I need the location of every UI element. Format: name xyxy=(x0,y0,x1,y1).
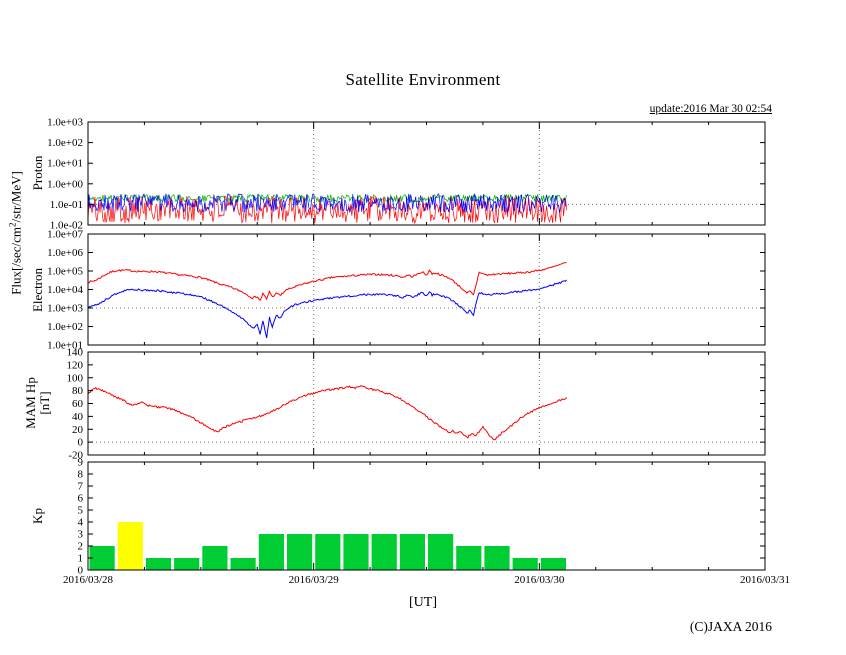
kp-bar xyxy=(484,546,510,570)
y-tick-label: 1.0e+01 xyxy=(47,158,83,170)
kp-bar xyxy=(89,546,115,570)
page-title: Satellite Environment xyxy=(345,70,501,89)
kp-bar xyxy=(315,534,341,570)
y-tick-label: 140 xyxy=(67,347,84,359)
kp-bar xyxy=(371,534,397,570)
y-tick-label: 0 xyxy=(78,565,84,577)
y-tick-label: 6 xyxy=(78,493,84,505)
copyright: (C)JAXA 2016 xyxy=(689,619,772,634)
kp-bar xyxy=(202,546,228,570)
kp-bar xyxy=(512,558,538,570)
y-tick-label: 1.0e+01 xyxy=(47,340,83,352)
xaxis-unit-label: [UT] xyxy=(409,595,437,610)
x-tick-label: 2016/03/28 xyxy=(62,574,114,586)
y-tick-label: 7 xyxy=(78,481,84,493)
y-tick-label: -20 xyxy=(68,450,83,462)
y-tick-label: 1.0e+07 xyxy=(47,229,83,241)
y-tick-label: 1.0e+02 xyxy=(47,321,83,333)
panel-proton: 1.0e+03 1.0e+02 1.0e+01 1.0e+00 1.0e-01 1.0e-… xyxy=(47,117,766,232)
y-tick-label: 1.0e+03 xyxy=(47,303,83,315)
panel-electron: 1.0e+07 1.0e+06 1.0e+05 1.0e+04 1.0e+03 1.0e+… xyxy=(47,229,766,352)
y-tick-label: 60 xyxy=(72,398,84,410)
y-tick-label: 8 xyxy=(78,469,84,481)
series-electron-blue xyxy=(87,279,567,339)
kp-bar xyxy=(174,558,200,570)
kp-bar xyxy=(456,546,482,570)
kp-bar xyxy=(258,534,284,570)
panel-border-proton xyxy=(87,121,766,226)
y-tick-label: 20 xyxy=(72,424,84,436)
y-tick-label: 1.0e+04 xyxy=(47,284,83,296)
kp-bar xyxy=(540,558,566,570)
kp-bar xyxy=(117,522,143,570)
y-tick-label: 5 xyxy=(78,505,84,517)
y-tick-label: 9 xyxy=(78,457,84,469)
y-tick-label: 1.0e+03 xyxy=(47,117,83,129)
y-tick-label: 40 xyxy=(72,411,84,423)
kp-bar xyxy=(399,534,425,570)
y-tick-label: 1.0e+02 xyxy=(47,137,83,149)
series-proton-blue xyxy=(87,192,567,214)
x-tick-label: 2016/03/29 xyxy=(288,574,339,586)
kp-bar xyxy=(428,534,454,570)
panel-border-kp xyxy=(87,461,766,571)
panel-border-mam-hp xyxy=(87,351,766,456)
kp-bar xyxy=(230,558,256,570)
kp-bar xyxy=(287,534,313,570)
y-tick-label: 4 xyxy=(78,517,84,529)
update-timestamp: update:2016 Mar 30 02:54 xyxy=(649,103,772,115)
kp-bar xyxy=(145,558,172,570)
y-tick-label: 120 xyxy=(67,359,84,371)
series-hp-red xyxy=(87,385,567,441)
kp-bar xyxy=(343,534,369,570)
panel-border-electron xyxy=(87,233,766,346)
y-tick-label: 1.0e-02 xyxy=(50,220,83,232)
y-tick-label: 2 xyxy=(78,541,84,553)
y-tick-label: 3 xyxy=(78,529,84,541)
y-tick-label: 1.0e+00 xyxy=(47,178,83,190)
y-tick-label: 100 xyxy=(67,372,84,384)
series-electron-red xyxy=(87,262,567,302)
y-tick-label: 0 xyxy=(78,437,84,449)
y-tick-label: 1 xyxy=(78,553,84,565)
y-tick-label: 1.0e+05 xyxy=(47,266,83,278)
y-tick-label: 1.0e-01 xyxy=(50,199,83,211)
x-tick-label: 2016/03/30 xyxy=(514,574,565,586)
x-tick-label: 2016/03/31 xyxy=(739,574,791,586)
y-tick-label: 80 xyxy=(72,385,84,397)
y-tick-label: 1.0e+06 xyxy=(47,247,83,259)
